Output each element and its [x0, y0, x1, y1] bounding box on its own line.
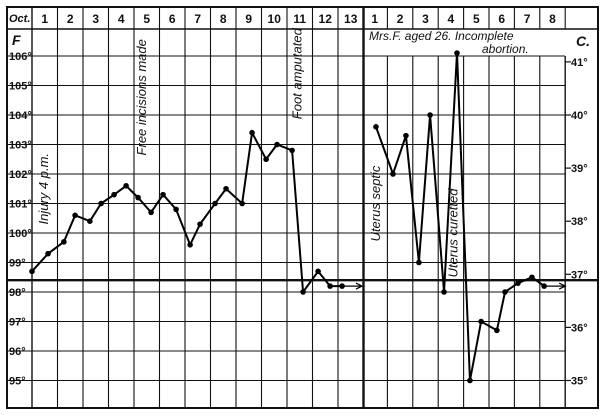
data-point — [263, 156, 269, 163]
x-tick-label: 6 — [169, 12, 176, 26]
x-tick-label: 4 — [118, 12, 125, 26]
y2-tick-label: 41° — [571, 57, 588, 69]
annotation: Uterus septic — [368, 165, 383, 241]
y-tick-label: 98° — [9, 287, 26, 299]
data-point — [373, 124, 379, 130]
y-tick-label: 95° — [9, 376, 26, 388]
case-title: Mrs.F. aged 26. Incomplete — [369, 29, 514, 43]
data-point — [61, 239, 67, 245]
data-point — [111, 191, 117, 198]
x-tick-label: 1 — [41, 12, 48, 26]
data-point — [300, 289, 306, 295]
x-tick-label: 13 — [344, 12, 358, 26]
x-tick-label: 3 — [422, 12, 429, 26]
data-point — [249, 129, 255, 136]
grid: 1 2 3 4 5 6 7 8 9 10 11 12 13 1 2 3 4 5 6 7 8106°105°104°103… — [6, 6, 599, 409]
data-point — [187, 242, 193, 248]
x-tick-label: 12 — [319, 12, 333, 26]
x-tick-label: 10 — [268, 12, 282, 26]
y2-tick-label: 36° — [571, 322, 588, 334]
data-point — [515, 280, 521, 286]
y-tick-label: 102° — [9, 169, 32, 181]
data-point — [327, 283, 333, 289]
data-point — [502, 289, 508, 295]
x-tick-label: 9 — [245, 12, 252, 26]
data-point — [289, 147, 295, 154]
data-point — [427, 112, 433, 118]
y-tick-label: 106° — [9, 51, 32, 63]
data-point — [98, 200, 104, 207]
x-tick-label: 8 — [549, 12, 556, 26]
x-tick-label: 2 — [397, 12, 404, 26]
y-tick-label: 99° — [9, 258, 26, 270]
data-point — [315, 268, 321, 275]
data-point — [454, 50, 460, 56]
x-tick-label: 3 — [92, 12, 99, 26]
x-tick-label: 7 — [524, 12, 531, 26]
y-tick-label: 103° — [9, 140, 32, 152]
marks: Injury 4 p.m. Free incisions made Foot amp… — [29, 27, 567, 384]
data-point — [148, 209, 154, 216]
x-axis-label: Oct. — [9, 13, 30, 25]
data-point — [173, 206, 179, 213]
data-point — [416, 259, 422, 266]
annotation: Injury 4 p.m. — [36, 153, 51, 225]
fahrenheit-label: F — [12, 32, 21, 48]
data-point — [541, 283, 547, 289]
x-tick-label: 4 — [448, 12, 455, 26]
data-point — [45, 250, 51, 257]
data-point — [467, 377, 473, 384]
y-tick-label: 97° — [9, 317, 26, 329]
arrow-icon — [558, 282, 567, 290]
x-tick-label: 6 — [498, 12, 505, 26]
y-tick-label: 96° — [9, 346, 26, 358]
data-point — [160, 191, 166, 198]
y-tick-label: 101° — [9, 199, 32, 211]
data-point — [274, 141, 280, 148]
data-point — [72, 212, 78, 219]
data-point — [212, 200, 218, 207]
data-point — [197, 221, 203, 227]
annotation: Uterus curetted — [446, 188, 461, 278]
x-tick-label: 1 — [371, 12, 378, 26]
data-point — [403, 132, 409, 139]
case-title-line2: abortion. — [482, 42, 529, 56]
data-point — [494, 327, 500, 334]
chart-border — [6, 6, 599, 409]
data-point — [239, 200, 245, 207]
x-tick-label: 2 — [67, 12, 74, 26]
y-tick-label: 105° — [9, 81, 32, 93]
data-point — [529, 274, 535, 281]
y2-tick-label: 39° — [571, 163, 588, 175]
y-tick-label: 100° — [9, 228, 32, 240]
y2-tick-label: 40° — [571, 110, 588, 122]
data-point — [390, 171, 396, 177]
data-point — [441, 289, 447, 295]
series-line — [31, 129, 343, 295]
x-tick-label: 7 — [194, 12, 201, 26]
data-point — [339, 283, 345, 289]
x-tick-label: 11 — [293, 12, 306, 26]
x-tick-label: 5 — [473, 12, 480, 26]
arrow-icon — [355, 282, 364, 290]
data-point — [478, 318, 484, 325]
x-tick-label: 8 — [220, 12, 227, 26]
y2-tick-label: 38° — [571, 216, 588, 228]
data-point — [123, 183, 129, 189]
x-tick-label: 5 — [143, 12, 150, 26]
y-tick-label: 104° — [9, 110, 32, 122]
annotation: Free incisions made — [134, 39, 149, 155]
data-point — [87, 218, 93, 224]
y2-tick-label: 37° — [571, 269, 588, 281]
data-point — [135, 194, 141, 201]
annotation: Foot amputated — [289, 27, 304, 119]
data-point — [29, 268, 35, 275]
y2-tick-label: 35° — [571, 376, 588, 388]
celsius-label: C. — [576, 33, 590, 49]
data-point — [223, 185, 229, 192]
